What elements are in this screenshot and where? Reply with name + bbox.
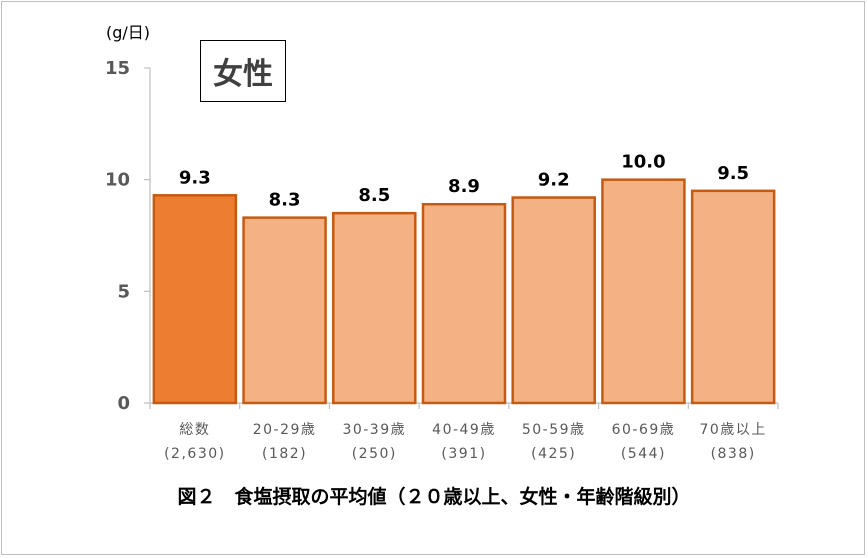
bar (242, 216, 327, 405)
data-label: 8.9 (448, 176, 480, 197)
bars (152, 178, 776, 405)
labels: 9.3 総数 (2,630) 8.3 20-29歳 (182) 8.5 30-39歳 (250)… (164, 152, 766, 462)
x-category-count: (182) (262, 446, 307, 462)
x-category-count: (838) (711, 446, 756, 462)
x-category-count: (2,630) (164, 446, 226, 462)
x-category-label: 総数 (179, 422, 210, 438)
y-tick-label: 15 (105, 58, 130, 79)
bar (421, 202, 507, 405)
x-category-label: 30-39歳 (342, 422, 406, 438)
y-tick-label: 5 (117, 281, 130, 302)
x-category-label: 20-29歳 (253, 422, 317, 438)
data-label: 10.0 (621, 152, 665, 173)
y-unit-label: (g/日) (106, 23, 150, 42)
x-category-label: 50-59歳 (522, 422, 586, 438)
x-category-count: (544) (621, 446, 666, 462)
bar (690, 189, 776, 405)
bar (332, 211, 417, 405)
x-category-label: 60-69歳 (612, 422, 676, 438)
data-label: 9.5 (717, 163, 749, 184)
y-tick-label: 10 (105, 170, 130, 191)
x-category-count: (391) (441, 446, 486, 462)
data-label: 8.5 (358, 185, 390, 206)
bar (511, 196, 596, 405)
data-label: 9.3 (179, 167, 211, 188)
x-category-label: 70歳以上 (699, 422, 766, 438)
x-category-count: (250) (352, 446, 397, 462)
x-category-label: 40-49歳 (432, 422, 496, 438)
gender-label-box: 女性 (200, 40, 286, 102)
figure-caption: 図２ 食塩摂取の平均値（２０歳以上、女性・年齢階級別） (177, 486, 691, 508)
data-label: 8.3 (269, 190, 301, 211)
y-tick-label: 0 (117, 393, 130, 414)
bar (152, 194, 238, 405)
bar (601, 178, 686, 405)
data-label: 9.2 (538, 170, 570, 191)
x-category-count: (425) (531, 446, 576, 462)
